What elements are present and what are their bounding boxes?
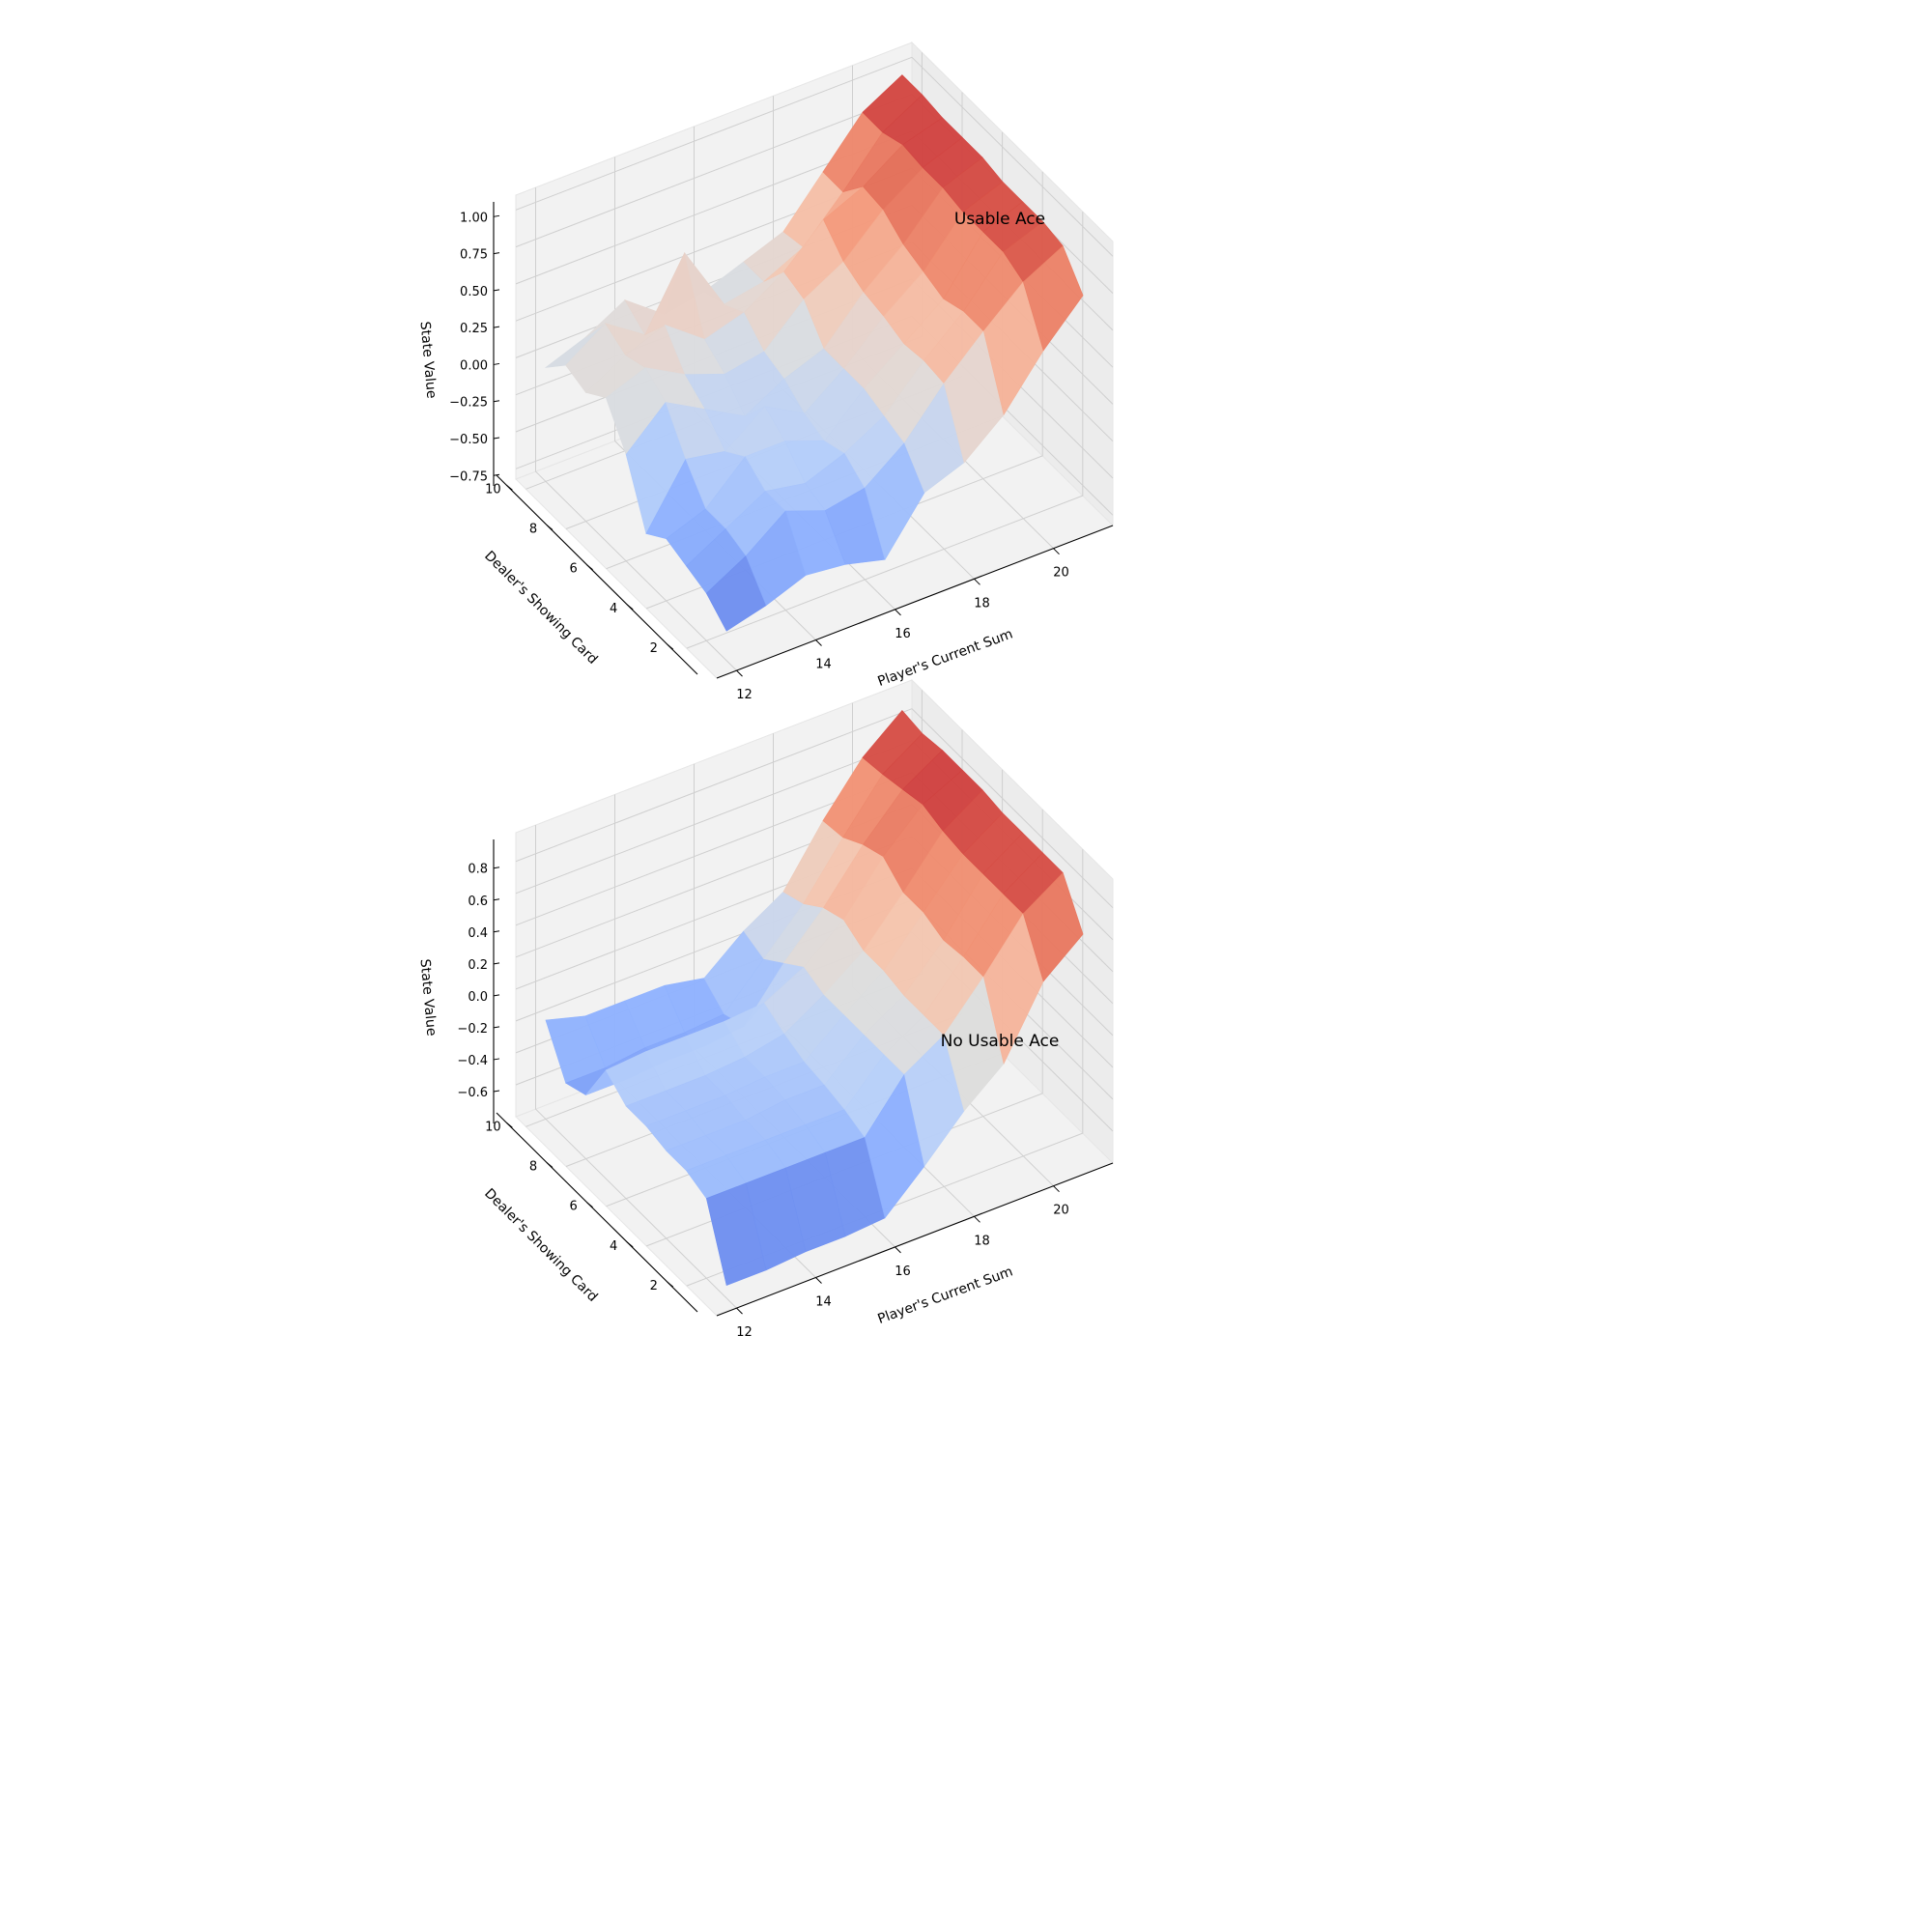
z-tick-mark <box>493 473 500 476</box>
y-tick-mark <box>626 1241 634 1248</box>
surface-panel-2: 12 14 16 18 20 2 4 6 8 10 −0.6 −0.4 −0.2 0.0 0.2 0.4 0.6… <box>417 678 1114 1340</box>
x-tick-mark <box>736 1307 743 1315</box>
surface-cell <box>1022 871 1084 982</box>
y-tick-mark <box>667 643 674 650</box>
y-tick-label: 2 <box>650 641 658 656</box>
y-axis-line <box>496 1112 698 1313</box>
z-tick-label: 0.4 <box>468 926 488 941</box>
z-tick-mark <box>493 930 500 933</box>
x-axis-line <box>716 525 1114 679</box>
y-tick-mark <box>667 1281 674 1288</box>
x-tick-mark <box>974 578 980 585</box>
chart-title: Usable Ace <box>954 210 1045 229</box>
gridline-y <box>686 212 1084 649</box>
z-tick-label: −0.4 <box>457 1054 488 1068</box>
z-tick-label: 0.00 <box>460 358 488 373</box>
z-tick-mark <box>493 1058 500 1061</box>
z-tick-label: 0.8 <box>468 863 488 877</box>
y-tick-label: 6 <box>569 562 577 577</box>
z-tick-mark <box>493 898 500 901</box>
z-tick-mark <box>493 1026 500 1029</box>
y-axis-title: Dealer's Showing Card <box>481 1185 600 1304</box>
z-tick-mark <box>493 437 500 440</box>
z-tick-mark <box>493 994 500 997</box>
z-axis-title: State Value <box>417 321 440 399</box>
z-tick-label: −0.50 <box>449 433 488 447</box>
x-tick-label: 20 <box>1053 1204 1069 1218</box>
x-tick-label: 12 <box>736 688 753 702</box>
z-tick-label: 0.25 <box>460 322 488 336</box>
gridline-x <box>535 187 737 671</box>
z-tick-mark <box>493 214 500 217</box>
z-tick-label: −0.6 <box>457 1086 488 1100</box>
y-tick-mark <box>626 604 634 611</box>
chart-title: No Usable Ace <box>941 1032 1060 1051</box>
z-tick-mark <box>493 962 500 965</box>
z-tick-label: 1.00 <box>460 211 488 225</box>
z-tick-label: 0.0 <box>468 990 488 1005</box>
x-tick-label: 20 <box>1053 566 1069 581</box>
x-tick-mark <box>736 669 743 677</box>
z-tick-label: −0.2 <box>457 1022 488 1037</box>
x-axis-line <box>716 1162 1114 1317</box>
y-tick-label: 2 <box>650 1279 658 1293</box>
gridline-z <box>515 56 1114 257</box>
y-tick-mark <box>506 1122 513 1128</box>
z-tick-label: 0.2 <box>468 958 488 973</box>
y-tick-label: 8 <box>529 1160 537 1175</box>
z-tick-mark <box>493 289 500 292</box>
z-axis-title: State Value <box>417 958 440 1037</box>
x-tick-mark <box>815 639 822 646</box>
y-axis-title: Dealer's Showing Card <box>481 548 600 667</box>
x-tick-mark <box>815 1277 822 1284</box>
y-tick-label: 4 <box>610 602 617 616</box>
y-tick-label: 10 <box>485 482 501 497</box>
y-tick-mark <box>546 525 554 530</box>
x-tick-mark <box>1053 548 1060 555</box>
z-tick-label: 0.6 <box>468 895 488 909</box>
z-tick-label: −0.75 <box>449 469 488 484</box>
x-tick-mark <box>895 1246 901 1254</box>
surface-panel-1: 12 14 16 18 20 2 4 6 8 10−0.75 −0.50 −0.25 0.00 0.25 0… <box>417 41 1114 702</box>
z-tick-label: −0.25 <box>449 396 488 411</box>
gridline-z <box>515 708 1114 909</box>
y-tick-mark <box>506 484 513 491</box>
y-axis-line <box>496 474 698 675</box>
gridline-x <box>535 825 737 1309</box>
x-tick-label: 14 <box>815 1295 832 1310</box>
y-tick-mark <box>586 1202 593 1208</box>
z-tick-mark <box>493 252 500 255</box>
x-tick-mark <box>895 609 901 616</box>
y-tick-label: 10 <box>485 1120 501 1134</box>
z-tick-label: 0.50 <box>460 285 488 299</box>
y-tick-mark <box>586 564 593 571</box>
x-tick-label: 18 <box>974 596 990 611</box>
z-tick-mark <box>493 867 500 869</box>
z-tick-mark <box>493 400 500 403</box>
y-tick-mark <box>546 1162 554 1168</box>
x-tick-mark <box>1053 1185 1060 1193</box>
y-tick-label: 6 <box>569 1200 577 1214</box>
x-tick-label: 16 <box>895 1264 911 1279</box>
z-tick-mark <box>493 362 500 365</box>
y-tick-label: 8 <box>529 523 537 537</box>
z-tick-mark <box>493 1090 500 1093</box>
x-tick-mark <box>974 1215 980 1223</box>
x-tick-label: 16 <box>895 627 911 641</box>
x-tick-label: 14 <box>815 658 832 672</box>
y-tick-label: 4 <box>610 1239 617 1254</box>
surface-cell <box>1022 245 1084 352</box>
x-tick-label: 12 <box>736 1325 753 1340</box>
x-tick-label: 18 <box>974 1234 990 1248</box>
z-tick-label: 0.75 <box>460 248 488 263</box>
